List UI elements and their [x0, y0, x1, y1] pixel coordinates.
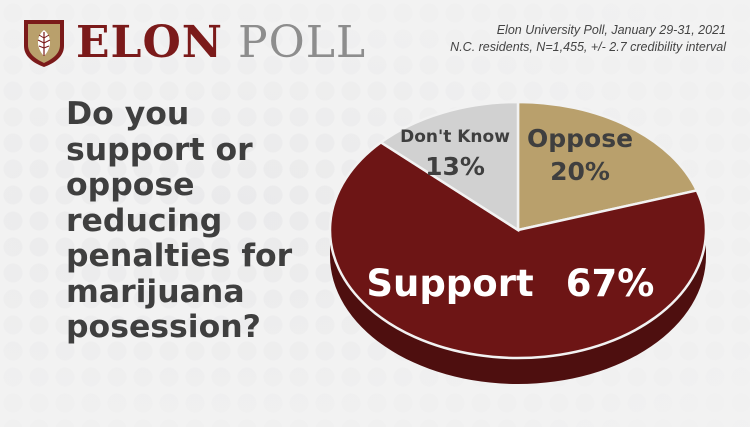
poll-question: Do you support or oppose reducing penalt… [66, 96, 293, 345]
slice-value-don-t-know: 13% [425, 152, 485, 181]
source-line-1: Elon University Poll, January 29-31, 202… [496, 23, 726, 37]
poll-source-note: Elon University Poll, January 29-31, 202… [450, 22, 726, 56]
slice-value-oppose: 20% [550, 157, 610, 186]
slice-value-support: 67% [566, 262, 655, 305]
pie-slice-don-t-know [378, 100, 520, 233]
brand-name-poll: POLL [238, 17, 367, 68]
slice-label-don-t-know: Don't Know [400, 127, 510, 147]
pie-side-support [330, 230, 706, 384]
slice-label-support: Support [366, 262, 533, 305]
slice-label-oppose: Oppose [527, 124, 633, 153]
brand-wordmark: ELON POLL [76, 21, 366, 65]
pie-slice-support [328, 140, 708, 360]
pie-slice-oppose [516, 100, 699, 232]
elon-poll-logo: ELON POLL [22, 18, 366, 68]
source-line-2: N.C. residents, N=1,455, +/- 2.7 credibi… [450, 40, 726, 54]
brand-name-elon: ELON [76, 17, 224, 68]
shield-icon [24, 20, 64, 67]
